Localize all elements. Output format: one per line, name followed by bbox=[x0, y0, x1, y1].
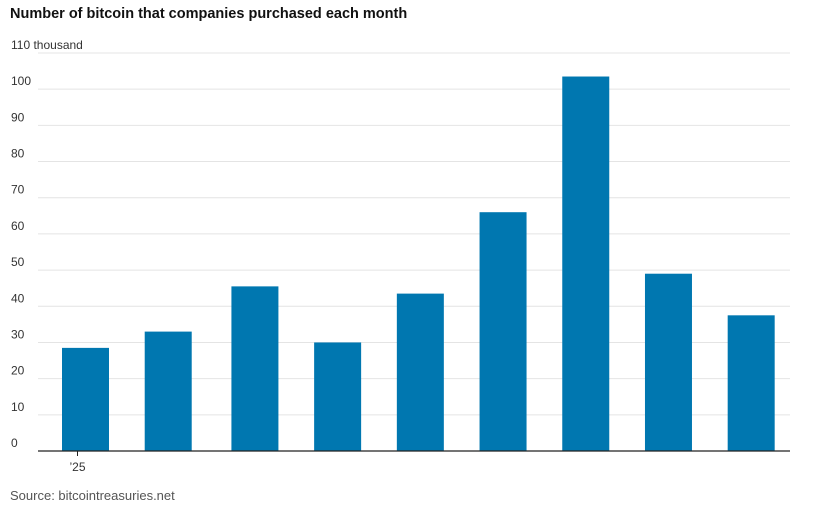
y-axis-ticks: 0 10 20 30 40 50 60 70 80 90 100 110 thousand bbox=[11, 38, 83, 450]
bar-aug-2025 bbox=[644, 273, 692, 451]
y-tick-label: 10 bbox=[11, 400, 25, 414]
y-tick-label: 40 bbox=[11, 291, 25, 305]
y-tick-label: 90 bbox=[11, 110, 25, 124]
y-tick-label: 30 bbox=[11, 327, 25, 341]
x-tick-label: ’25 bbox=[69, 460, 85, 474]
bar-may-2025 bbox=[396, 293, 444, 451]
bar-mar-2025 bbox=[231, 286, 279, 451]
bar-sep-2025 bbox=[727, 315, 775, 451]
bar-jan-2025 bbox=[62, 347, 109, 451]
bar-jul-2025 bbox=[562, 76, 610, 451]
y-tick-label: 20 bbox=[11, 364, 25, 378]
y-tick-label: 110 thousand bbox=[11, 38, 83, 52]
y-tick-label: 100 bbox=[11, 74, 31, 88]
y-tick-label: 70 bbox=[11, 183, 25, 197]
y-tick-label: 50 bbox=[11, 255, 25, 269]
bars bbox=[62, 76, 775, 451]
bar-apr-2025 bbox=[314, 342, 362, 451]
source-note: Source: bitcointreasuries.net bbox=[10, 488, 175, 503]
bar-jun-2025 bbox=[479, 212, 527, 451]
chart-title: Number of bitcoin that companies purchas… bbox=[10, 6, 408, 22]
y-tick-label: 0 bbox=[11, 436, 18, 450]
bar-feb-2025 bbox=[144, 331, 192, 451]
y-tick-label: 60 bbox=[11, 219, 25, 233]
x-axis-ticks: ’25 bbox=[69, 451, 86, 474]
y-tick-label: 80 bbox=[11, 147, 25, 161]
